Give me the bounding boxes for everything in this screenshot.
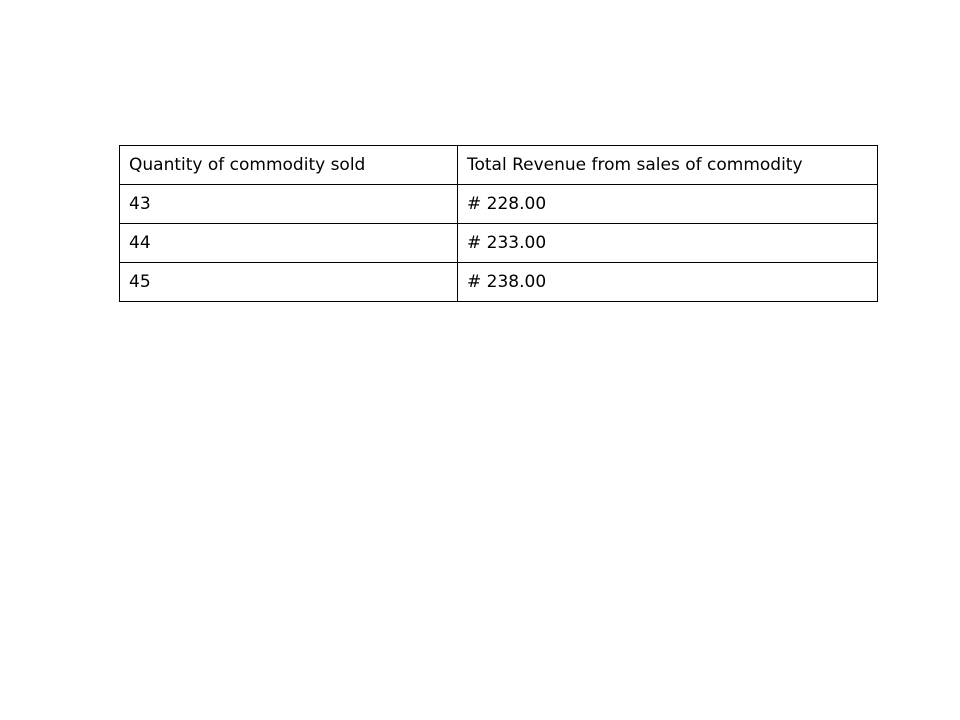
table-row: 44 # 233.00	[119, 223, 878, 263]
cell-quantity: 44	[119, 223, 458, 263]
cell-quantity: 45	[119, 262, 458, 302]
cell-quantity: 43	[119, 184, 458, 224]
table-row: 45 # 238.00	[119, 262, 878, 302]
header-cell-quantity: Quantity of commodity sold	[119, 145, 458, 185]
cell-revenue: # 228.00	[457, 184, 878, 224]
table-header-row: Quantity of commodity sold Total Revenue…	[119, 145, 878, 185]
revenue-table: Quantity of commodity sold Total Revenue…	[119, 145, 878, 302]
table-row: 43 # 228.00	[119, 184, 878, 224]
cell-revenue: # 233.00	[457, 223, 878, 263]
header-cell-revenue: Total Revenue from sales of commodity	[457, 145, 878, 185]
cell-revenue: # 238.00	[457, 262, 878, 302]
